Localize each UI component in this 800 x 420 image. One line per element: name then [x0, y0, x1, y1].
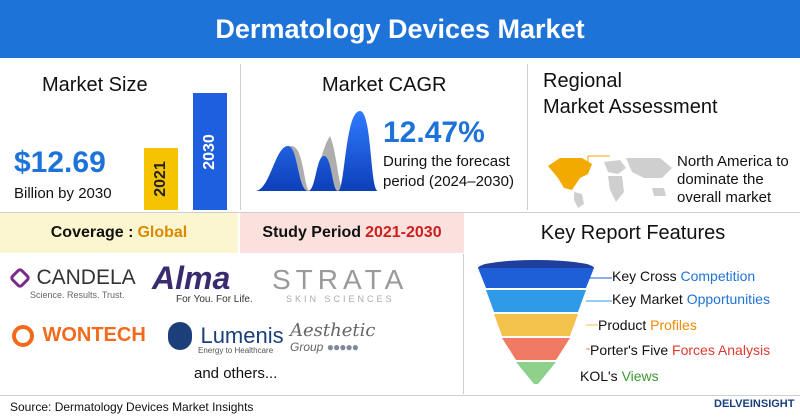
funnel-layer-4	[502, 338, 570, 360]
funnel-connectors	[586, 277, 612, 350]
cagr-caption-line1: During the forecast	[383, 153, 510, 170]
aesthetic-name: Aesthetic	[290, 320, 376, 341]
source-note: Source: Dermatology Devices Market Insig…	[10, 400, 254, 414]
study-period-value: 2021-2030	[365, 224, 442, 241]
key-features-title: Key Report Features	[540, 221, 726, 244]
funnel-layer-5	[516, 362, 556, 384]
feature-item-2-text: Key Market	[612, 291, 687, 307]
bar-2030-label: 2030	[201, 133, 218, 170]
cagr-title: Market CAGR	[322, 74, 447, 96]
strata-tagline: SKIN SCIENCES	[286, 294, 395, 304]
feature-item-2-highlight: Opportunities	[686, 291, 770, 307]
lumenis-logo: Lumenis Energy to Healthcare	[168, 322, 284, 355]
coverage-strip: Coverage : Global	[0, 213, 238, 253]
bar-2030: 2030	[193, 93, 227, 210]
candela-logo: CANDELA Science. Results. Trust.	[8, 266, 136, 300]
feature-item-3: Product Profiles	[598, 317, 697, 333]
lumenis-mark	[168, 322, 192, 350]
bar-2021-label: 2021	[152, 161, 169, 197]
regional-title-line1: Regional	[543, 70, 622, 92]
study-period-label: Study Period	[262, 224, 362, 241]
aesthetic-tagline: Group ●●●●●	[290, 340, 375, 354]
funnel-layer-3	[494, 314, 578, 336]
aesthetic-dots: ●●●●●	[326, 340, 359, 354]
aesthetic-group-logo: Aesthetic Group ●●●●●	[290, 320, 376, 355]
candela-tagline: Science. Results. Trust.	[30, 290, 125, 300]
features-funnel	[478, 260, 606, 384]
cagr-caption-line2: period (2024–2030)	[383, 173, 514, 190]
feature-item-5-text: KOL's	[580, 368, 622, 384]
feature-item-3-text: Product	[598, 317, 651, 333]
divider	[0, 212, 800, 213]
wontech-name: WONTECH	[42, 324, 146, 346]
feature-item-1-text: Key Cross	[612, 268, 681, 284]
delveinsight-name: DELVEINSIGHT	[714, 398, 795, 410]
coverage-label: Coverage :	[50, 224, 134, 241]
delveinsight-logo: DELVEINSIGHT	[714, 398, 794, 410]
market-size-title: Market Size	[42, 74, 148, 96]
feature-item-1-highlight: Competition	[680, 268, 756, 284]
regional-title-line2: Market Assessment	[543, 96, 718, 118]
alma-tagline: For You. For Life.	[176, 294, 253, 305]
divider	[463, 254, 464, 394]
alma-name: Alma	[152, 260, 231, 296]
funnel-layer-2	[486, 290, 586, 312]
feature-item-5-highlight: Views	[621, 368, 659, 384]
lumenis-tagline: Energy to Healthcare	[198, 346, 274, 355]
feature-item-5: KOL's Views	[580, 368, 659, 384]
others-text: and others...	[194, 365, 278, 382]
candela-name: CANDELA	[36, 266, 136, 289]
funnel-layer-1-body	[478, 268, 594, 288]
coverage-value: Global	[137, 224, 188, 241]
cagr-value: 12.47%	[383, 116, 485, 149]
divider	[240, 64, 241, 210]
study-period-strip: Study Period 2021-2030	[240, 213, 464, 253]
bar-2021: 2021	[144, 148, 178, 210]
market-size-caption: Billion by 2030	[14, 185, 112, 202]
regional-caption-line2: dominate the	[677, 171, 764, 188]
feature-item-4-highlight: Forces Analysis	[672, 342, 771, 358]
page-title: Dermatology Devices Market	[0, 0, 800, 58]
cagr-wave-graphic	[255, 111, 378, 191]
candela-mark	[8, 266, 32, 290]
divider	[0, 395, 800, 396]
feature-item-4-text: Porter's Five	[590, 342, 673, 358]
regional-caption-line3: overall market	[677, 189, 772, 206]
feature-item-3-highlight: Profiles	[650, 317, 697, 333]
wontech-mark	[12, 324, 34, 347]
alma-logo: Alma For You. For Life.	[152, 262, 253, 305]
strata-name: STRATA	[272, 264, 409, 295]
aesthetic-group-text: Group	[290, 340, 324, 354]
market-size-value: $12.69	[14, 146, 106, 179]
world-map-graphic	[548, 155, 672, 208]
lumenis-name: Lumenis	[200, 323, 284, 348]
regional-caption-line1: North America to	[677, 153, 789, 170]
strata-logo: STRATA SKIN SCIENCES	[272, 264, 409, 305]
feature-item-1: Key Cross Competition	[612, 268, 755, 284]
feature-item-4: Porter's Five Forces Analysis	[590, 342, 770, 358]
feature-item-2: Key Market Opportunities	[612, 291, 770, 307]
divider	[527, 64, 528, 210]
wontech-logo: WONTECH	[12, 324, 146, 347]
